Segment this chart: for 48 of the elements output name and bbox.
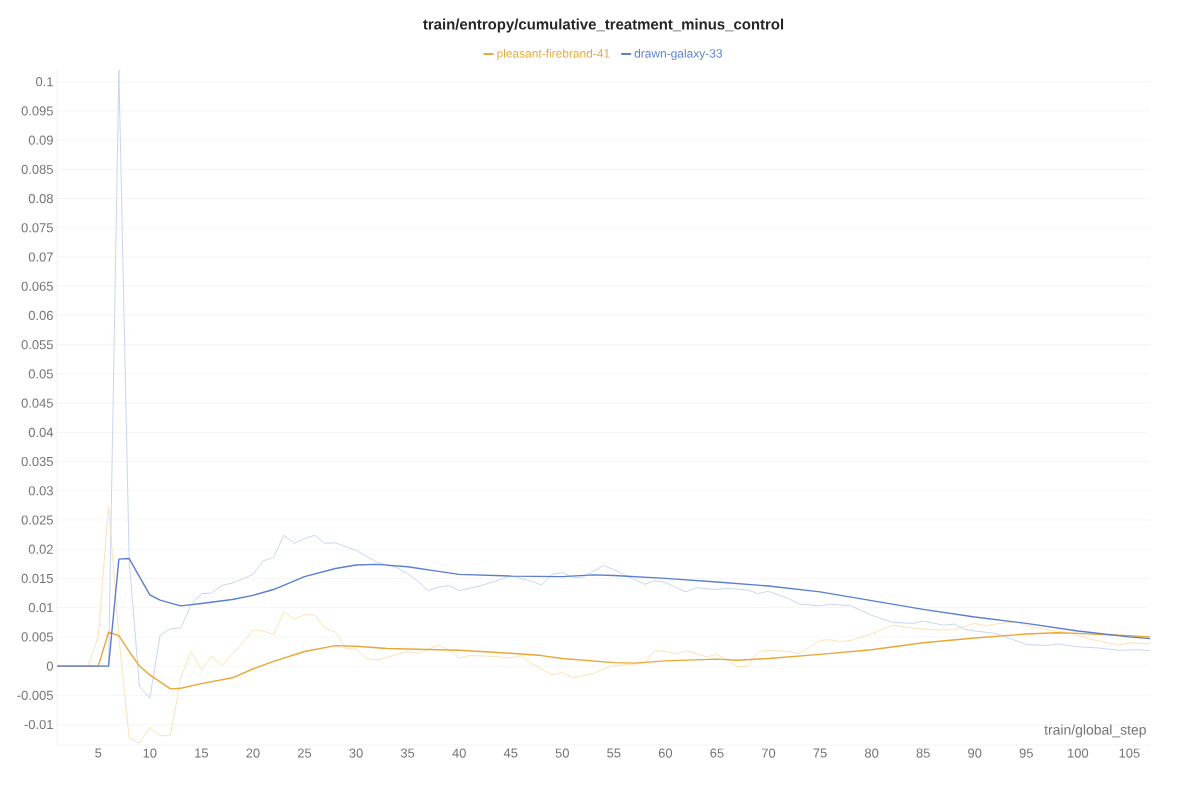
y-tick-label: 0.06 [28,310,53,321]
x-tick-label: 25 [297,748,312,758]
y-tick-label: 0.04 [28,427,54,437]
y-tick-label: 0.005 [21,632,53,642]
x-tick-label: 20 [246,748,260,758]
y-tick-label: 0.025 [21,515,53,525]
x-tick-label: 95 [1019,748,1033,758]
y-tick-label: 0 [46,661,53,671]
y-tick-label: 0.085 [21,164,53,174]
y-tick-label: -0.01 [24,719,53,730]
y-tick-label: -0.005 [17,690,53,700]
x-tick-label: 50 [555,748,569,758]
y-tick-label: 0.095 [21,106,53,116]
y-tick-label: 0.055 [21,340,53,350]
x-tick-label: 65 [710,748,724,758]
x-tick-label: 5 [95,748,102,758]
y-tick-label: 0.01 [28,603,53,613]
x-tick-label: 75 [813,748,827,758]
y-tick-label: 0.08 [28,193,53,204]
x-tick-label: 40 [452,748,466,758]
x-tick-label: 105 [1119,748,1140,758]
y-tick-label: 0.03 [28,486,53,496]
x-axis-title: train/global_step [1044,724,1146,738]
x-tick-label: 55 [607,748,621,758]
y-tick-label: 0.07 [28,252,53,262]
x-tick-label: 80 [864,748,879,758]
x-tick-label: 10 [143,748,157,758]
y-tick-label: 0.02 [28,544,53,554]
legend-label: drawn-galaxy-33 [634,48,722,61]
y-tick-label: 0.1 [35,77,53,87]
y-tick-label: 0.045 [21,398,53,408]
x-tick-label: 90 [968,748,982,758]
x-tick-label: 35 [400,748,415,758]
y-tick-label: 0.075 [21,223,53,233]
x-tick-label: 60 [658,748,673,758]
x-tick-label: 45 [503,748,518,758]
y-tick-label: 0.015 [21,573,53,584]
x-tick-label: 70 [761,748,776,758]
y-tick-label: 0.05 [28,369,53,379]
y-tick-label: 0.09 [28,135,53,145]
x-tick-label: 15 [195,748,209,758]
legend-label: pleasant-firebrand-41 [497,48,610,61]
y-tick-label: 0.065 [21,281,53,291]
x-tick-label: 30 [349,748,363,758]
y-tick-label: 0.035 [21,456,53,467]
x-tick-label: 85 [916,748,930,758]
x-tick-label: 100 [1068,748,1089,758]
chart-title: train/entropy/cumulative_treatment_minus_control [423,18,784,33]
